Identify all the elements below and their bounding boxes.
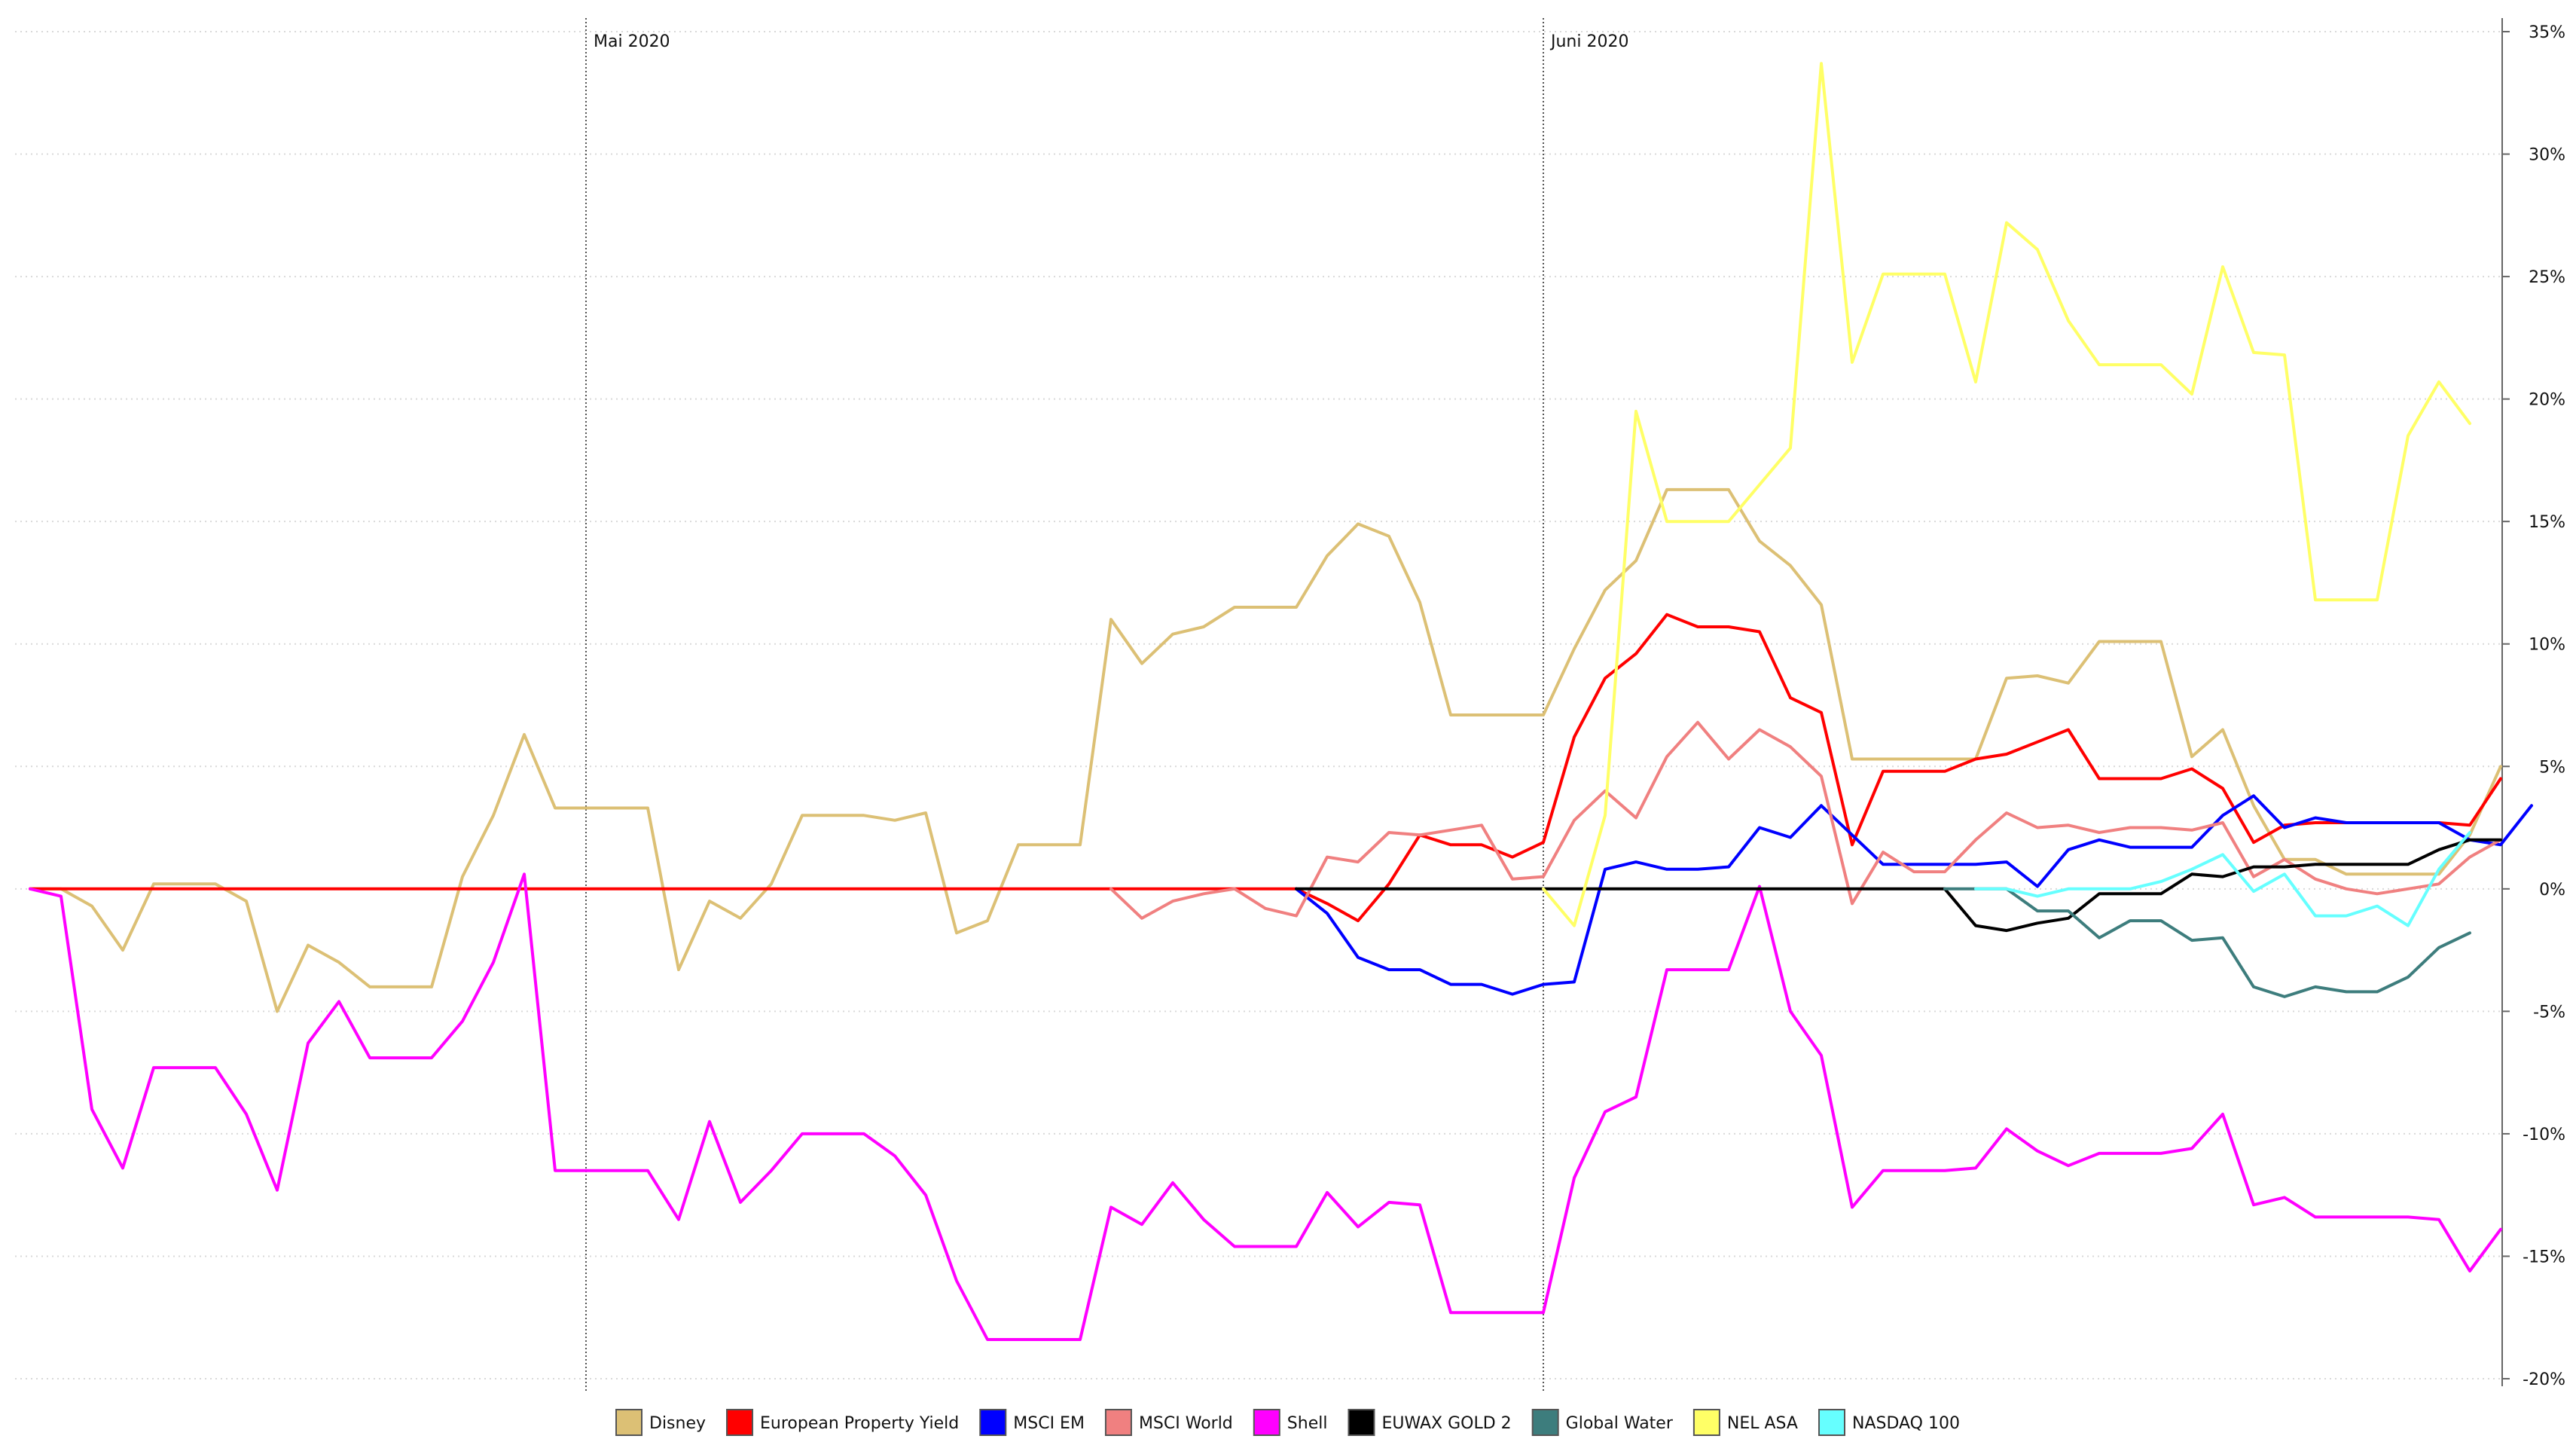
legend: Disney European Property Yield MSCI EM MSCI… — [615, 1409, 1960, 1436]
y-tick-label: -10% — [2523, 1126, 2565, 1144]
y-tick-label: 15% — [2529, 513, 2565, 532]
legend-label: Disney — [649, 1414, 706, 1433]
series-line-shell — [29, 872, 2502, 1341]
legend-swatch — [1348, 1409, 1375, 1436]
legend-label: European Property Yield — [760, 1414, 959, 1433]
legend-swatch — [979, 1409, 1007, 1436]
series-line-euwax-gold-2 — [1295, 838, 2502, 933]
y-tick-label: 0% — [2539, 881, 2565, 900]
series-line-nel-asa — [1542, 62, 2471, 927]
legend-item: NASDAQ 100 — [1818, 1409, 1960, 1436]
legend-item: Global Water — [1531, 1409, 1674, 1436]
y-tick-label: -5% — [2533, 1003, 2565, 1022]
y-tick-label: 5% — [2539, 758, 2565, 777]
legend-item: NEL ASA — [1692, 1409, 1798, 1436]
month-label: Mai 2020 — [594, 32, 670, 51]
month-markers: Mai 2020 Juni 2020 — [585, 18, 1628, 1391]
legend-item: MSCI World — [1104, 1409, 1233, 1436]
y-tick-label: -20% — [2523, 1370, 2565, 1389]
legend-label: NASDAQ 100 — [1852, 1414, 1960, 1433]
legend-swatch — [1531, 1409, 1559, 1436]
series-line-nasdaq-100 — [1974, 831, 2471, 927]
legend-swatch — [1104, 1409, 1132, 1436]
legend-swatch — [615, 1409, 643, 1436]
y-tick-label: 35% — [2529, 23, 2565, 42]
series-line-european-property-yield — [29, 613, 2502, 923]
series-lines — [29, 62, 2533, 1341]
legend-item: EUWAX GOLD 2 — [1348, 1409, 1512, 1436]
legend-label: MSCI EM — [1013, 1414, 1085, 1433]
legend-item: European Property Yield — [726, 1409, 959, 1436]
y-tick-label: 10% — [2529, 636, 2565, 655]
legend-item: Shell — [1253, 1409, 1328, 1436]
series-line-disney — [29, 487, 2502, 1013]
series-line-global-water — [1943, 887, 2471, 998]
legend-swatch — [726, 1409, 754, 1436]
y-axis: 35% 30% 25% 20% 15% 10% 5% 0% -5% -10% -15% -20% — [2501, 18, 2565, 1389]
y-tick-label: -15% — [2523, 1248, 2565, 1266]
legend-label: Global Water — [1566, 1414, 1674, 1433]
series-line-msci-em — [1295, 794, 2533, 996]
legend-label: NEL ASA — [1727, 1414, 1798, 1433]
legend-label: Shell — [1287, 1414, 1328, 1433]
legend-swatch — [1253, 1409, 1280, 1436]
gridlines — [15, 31, 2502, 1379]
y-tick-label: 30% — [2529, 146, 2565, 165]
legend-label: EUWAX GOLD 2 — [1381, 1414, 1511, 1433]
legend-label: MSCI World — [1139, 1414, 1233, 1433]
month-label: Juni 2020 — [1549, 32, 1628, 51]
legend-item: MSCI EM — [979, 1409, 1085, 1436]
legend-item: Disney — [615, 1409, 706, 1436]
y-tick-label: 20% — [2529, 391, 2565, 410]
legend-swatch — [1818, 1409, 1845, 1436]
y-tick-label: 25% — [2529, 268, 2565, 287]
legend-swatch — [1692, 1409, 1720, 1436]
